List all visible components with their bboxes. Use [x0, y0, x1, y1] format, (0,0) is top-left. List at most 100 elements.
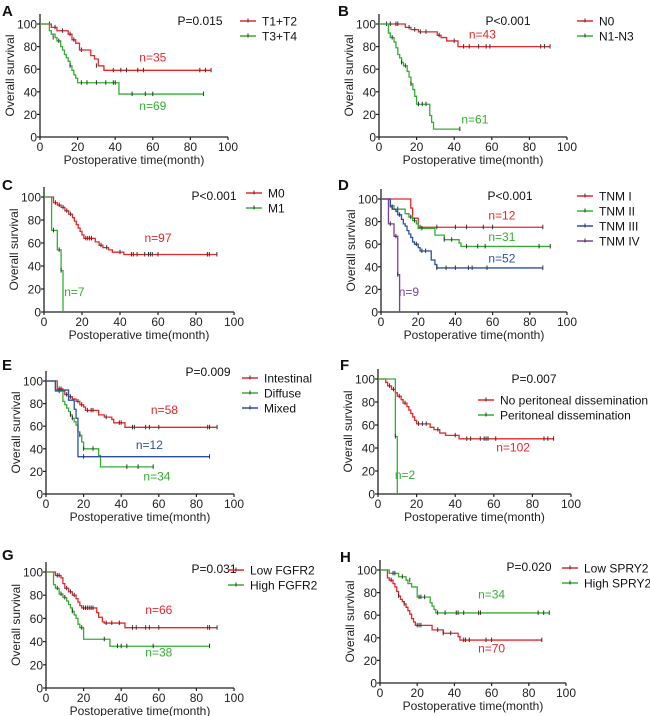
x-tick-label: 100 — [218, 140, 238, 154]
x-tick-label: 60 — [486, 315, 500, 329]
legend-label: Low SPRY2 — [584, 562, 649, 576]
x-tick-label: 40 — [448, 686, 462, 700]
y-tick-label: 80 — [364, 586, 378, 600]
y-tick-label: 20 — [365, 283, 379, 297]
survival-curve-n1-n3 — [379, 23, 460, 130]
legend-label: M1 — [268, 202, 285, 216]
x-tick-label: 40 — [113, 315, 127, 329]
y-tick-label: 40 — [24, 85, 38, 99]
n-label: n=2 — [395, 468, 416, 482]
x-tick-label: 0 — [41, 315, 48, 329]
p-value: P=0.020 — [506, 560, 551, 574]
panel-letter: F — [340, 357, 349, 374]
x-tick-label: 40 — [448, 140, 462, 154]
legend-label: N0 — [599, 15, 615, 29]
n-label: n=70 — [478, 641, 505, 655]
legend-label: No peritoneal dissemination — [500, 394, 648, 408]
n-label: n=43 — [469, 28, 496, 42]
n-label: n=97 — [144, 231, 171, 245]
x-tick-label: 80 — [523, 140, 537, 154]
panel-g: G 0 20 40 60 80 100 0 20 40 60 80 100 Postoperative t… — [2, 547, 318, 716]
x-tick-label: 100 — [224, 315, 244, 329]
legend-label: Low FGFR2 — [250, 564, 315, 578]
n-label: n=35 — [139, 50, 166, 64]
y-tick-label: 80 — [362, 396, 376, 410]
y-tick-label: 20 — [24, 108, 38, 122]
y-tick-label: 100 — [23, 566, 43, 580]
x-tick-label: 80 — [189, 315, 203, 329]
y-tick-label: 0 — [34, 306, 41, 320]
x-tick-label: 60 — [152, 497, 166, 511]
x-tick-label: 20 — [412, 315, 426, 329]
legend-label: High SPRY2 — [584, 577, 650, 591]
x-tick-label: 20 — [71, 140, 85, 154]
legend-label: T1+T2 — [262, 15, 297, 29]
y-tick-label: 80 — [30, 589, 44, 603]
p-value: P=0.009 — [185, 365, 230, 379]
x-axis-label: Postoperative time(month) — [404, 328, 545, 342]
n-label: n=12 — [488, 208, 515, 222]
x-axis-label: Postoperative time(month) — [69, 328, 210, 342]
survival-curve-intestinal — [46, 380, 218, 428]
n-label: n=61 — [461, 112, 488, 126]
y-tick-label: 0 — [36, 488, 43, 502]
x-tick-label: 40 — [449, 315, 463, 329]
survival-curve-tnm-iv — [381, 198, 401, 312]
y-tick-label: 0 — [368, 488, 375, 502]
y-tick-label: 20 — [363, 108, 377, 122]
y-tick-label: 80 — [365, 215, 379, 229]
x-tick-label: 20 — [75, 315, 89, 329]
x-tick-label: 60 — [485, 686, 499, 700]
y-tick-label: 20 — [364, 654, 378, 668]
legend-label: N1-N3 — [599, 30, 634, 44]
y-axis-label: Overall survival — [344, 209, 358, 291]
y-tick-label: 80 — [363, 40, 377, 54]
y-tick-label: 40 — [30, 442, 44, 456]
x-tick-label: 20 — [410, 497, 424, 511]
survival-curve-high-fgfr2 — [46, 571, 210, 647]
x-tick-label: 60 — [152, 691, 166, 705]
x-axis-label: Postoperative time(month) — [70, 704, 211, 716]
y-axis-label: Overall survival — [341, 390, 355, 472]
x-tick-label: 60 — [146, 140, 160, 154]
y-axis-label: Overall survival — [9, 391, 23, 473]
x-tick-label: 80 — [522, 686, 536, 700]
x-axis-label: Postoperative time(month) — [403, 699, 544, 713]
y-tick-label: 100 — [23, 375, 43, 389]
y-axis-label: Overall survival — [3, 34, 17, 116]
x-tick-label: 100 — [557, 315, 577, 329]
x-tick-label: 100 — [557, 140, 577, 154]
panel-letter: A — [2, 3, 13, 20]
survival-curve-tnm-ii — [381, 198, 551, 248]
p-value: P<0.001 — [487, 189, 532, 203]
y-tick-label: 80 — [30, 397, 44, 411]
x-tick-label: 0 — [43, 691, 50, 705]
survival-curve-low-fgfr2 — [46, 571, 218, 629]
y-tick-label: 0 — [371, 306, 378, 320]
survival-curve-m0 — [44, 196, 217, 256]
y-axis-label: Overall survival — [9, 584, 23, 666]
y-tick-label: 100 — [356, 18, 376, 32]
x-tick-label: 40 — [115, 691, 129, 705]
survival-curve-diffuse — [46, 380, 154, 468]
survival-curve-t1-t2 — [40, 23, 212, 71]
legend-label: T3+T4 — [262, 30, 297, 44]
y-tick-label: 40 — [364, 631, 378, 645]
survival-curve-tnm-iii — [381, 198, 543, 269]
y-tick-label: 20 — [28, 283, 42, 297]
y-axis-label: Overall survival — [342, 34, 356, 116]
x-tick-label: 0 — [378, 315, 385, 329]
n-label: n=52 — [488, 251, 515, 265]
y-tick-label: 40 — [362, 442, 376, 456]
y-tick-label: 60 — [365, 238, 379, 252]
y-axis-label: Overall survival — [343, 580, 357, 662]
legend-label: Mixed — [264, 402, 296, 416]
n-label: n=34 — [478, 587, 505, 601]
n-label: n=69 — [139, 99, 166, 113]
y-axis-label: Overall survival — [7, 208, 21, 290]
panel-f: F 0 20 40 60 80 100 0 20 40 60 80 100 Postoperative t… — [340, 357, 648, 524]
x-tick-label: 20 — [77, 497, 91, 511]
n-label: n=38 — [145, 646, 172, 660]
x-tick-label: 20 — [77, 691, 91, 705]
panel-b: B 0 20 40 60 80 100 0 20 40 60 80 100 Postoperative t… — [338, 3, 634, 167]
